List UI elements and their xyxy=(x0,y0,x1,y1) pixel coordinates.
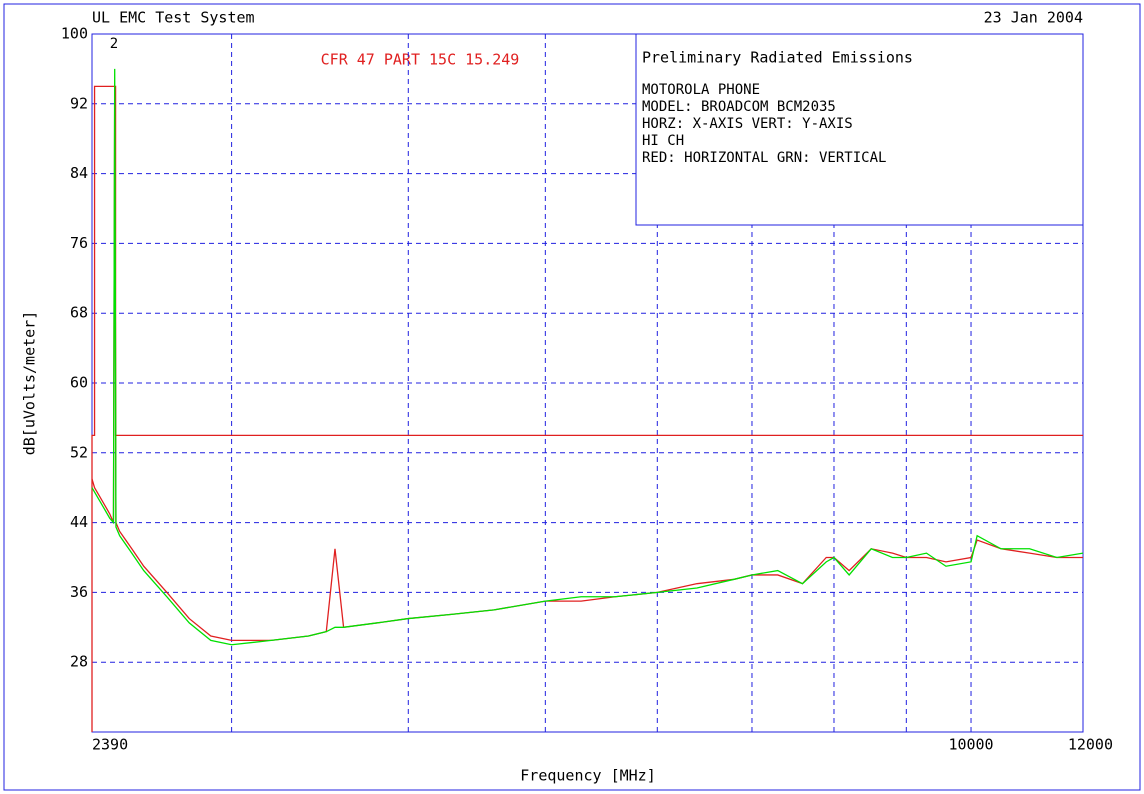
y-tick-label: 52 xyxy=(70,443,88,461)
y-tick-label: 28 xyxy=(70,653,88,671)
info-line: RED: HORIZONTAL GRN: VERTICAL xyxy=(642,150,886,166)
y-tick-label: 84 xyxy=(70,164,88,182)
x-tick-label: 12000 xyxy=(1068,736,1113,754)
y-tick-label: 60 xyxy=(70,374,88,392)
y-tick-label: 76 xyxy=(70,234,88,252)
info-line: MODEL: BROADCOM BCM2035 xyxy=(642,99,836,115)
date: 23 Jan 2004 xyxy=(984,9,1083,27)
series-line xyxy=(91,68,1084,646)
info-title: Preliminary Radiated Emissions xyxy=(642,49,913,67)
x-tick-label: 10000 xyxy=(948,736,993,754)
y-tick-label: 44 xyxy=(70,513,88,531)
outer-frame xyxy=(3,3,1141,791)
x-tick-label: 2390 xyxy=(92,736,128,754)
y-tick-label: 68 xyxy=(70,304,88,322)
x-axis-label: Frequency [MHz] xyxy=(520,767,655,785)
marker-label: 2 xyxy=(110,36,118,52)
info-line: MOTOROLA PHONE xyxy=(642,82,760,98)
info-box: Preliminary Radiated Emissions MOTOROLA … xyxy=(635,33,1084,226)
info-box-frame xyxy=(635,33,1084,226)
y-tick-label: 100 xyxy=(61,25,88,43)
y-axis-label: dB[uVolts/meter] xyxy=(21,311,39,456)
annotation: CFR 47 PART 15C 15.249 xyxy=(321,51,520,69)
info-line: HI CH xyxy=(642,133,684,149)
y-tick-label: 36 xyxy=(70,583,88,601)
info-line: HORZ: X-AXIS VERT: Y-AXIS xyxy=(642,116,853,132)
y-tick-label: 92 xyxy=(70,94,88,112)
chart-title: UL EMC Test System xyxy=(92,9,255,27)
